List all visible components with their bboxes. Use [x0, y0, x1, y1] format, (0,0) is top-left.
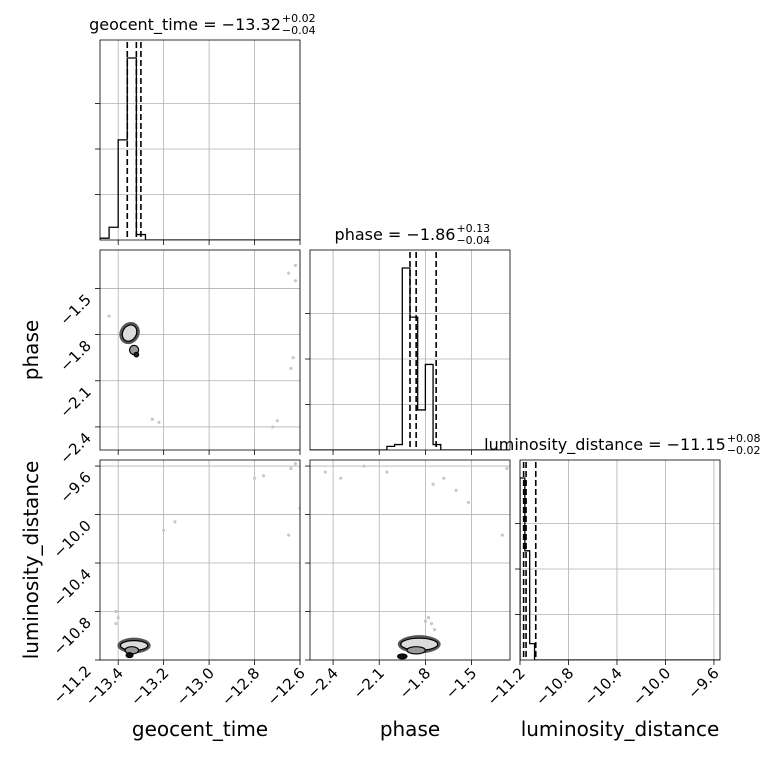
title-error-plus: +0.08 — [727, 432, 760, 445]
density-outlier-point — [162, 528, 166, 532]
density-contour-level-1 — [406, 646, 426, 655]
density-outlier-point — [114, 609, 118, 614]
density-outlier-point — [157, 420, 161, 424]
histogram-luminosity_distance — [520, 477, 720, 660]
title-error-minus: −0.02 — [727, 444, 760, 457]
y-axis-label-luminosity_distance: luminosity_distance — [19, 461, 43, 660]
x-tick-label: −10.4 — [581, 664, 626, 709]
y-tick-label: −1.8 — [56, 337, 94, 375]
x-tick-label: −12.6 — [264, 664, 309, 709]
x-axis-label-geocent_time: geocent_time — [132, 717, 268, 741]
title-phase: phase = −1.86 +0.13−0.04 — [335, 222, 491, 247]
panel-frame — [309, 249, 511, 451]
title-error-plus: +0.13 — [456, 222, 490, 235]
x-axis-label-luminosity_distance: luminosity_distance — [521, 717, 720, 741]
density-outlier-point — [431, 482, 435, 486]
density-outlier-point — [500, 533, 504, 537]
title-geocent_time: geocent_time = −13.32 +0.02−0.04 — [89, 12, 316, 37]
density-outlier-point — [173, 520, 177, 524]
density-outlier-point — [362, 464, 366, 468]
panel-phase-hist — [305, 249, 511, 455]
density-group — [323, 464, 509, 660]
density-outlier-point — [429, 622, 434, 626]
density-outlier-point — [293, 279, 298, 283]
panel-frame — [519, 459, 721, 661]
panel-frame — [99, 39, 301, 241]
x-tick-label: −13.0 — [173, 664, 218, 709]
title-main-text: phase = −1.86 — [335, 225, 456, 244]
x-tick-label: −1.5 — [442, 664, 480, 702]
x-tick-label: −2.4 — [303, 664, 341, 702]
x-tick-label: −13.2 — [127, 664, 172, 709]
density-outlier-point — [426, 615, 431, 620]
density-outlier-point — [323, 470, 327, 474]
y-tick-label: −2.1 — [56, 383, 94, 421]
panel-geocent_time-vs-luminosity_distance: −13.4 −13.2 −13.0 −12.8 −12.6geocent_time−11… — [19, 459, 309, 741]
x-tick-label: −10.8 — [532, 664, 577, 709]
histogram-geocent_time — [100, 57, 300, 240]
density-outlier-point — [293, 462, 298, 466]
density-outlier-point — [505, 466, 509, 471]
density-outlier-point — [339, 476, 343, 480]
density-outlier-point — [275, 419, 279, 423]
x-axis-label-phase: phase — [380, 717, 440, 741]
title-error-plus: +0.02 — [282, 12, 316, 25]
density-outlier-point — [287, 271, 291, 275]
panel-geocent_time-vs-phase: −2.4 −2.1 −1.8 −1.5 phase — [19, 249, 301, 468]
histogram-phase — [310, 267, 510, 450]
y-tick-label: −9.6 — [56, 468, 94, 506]
y-tick-label: −1.5 — [56, 291, 94, 329]
density-outlier-point — [252, 476, 257, 480]
density-outlier-point — [293, 263, 298, 267]
density-outlier-point — [385, 470, 389, 474]
density-contour-level-2 — [133, 351, 140, 358]
density-outlier-point — [287, 533, 291, 537]
density-outlier-point — [116, 615, 120, 620]
title-luminosity_distance: luminosity_distance = −11.15 +0.08−0.02 — [484, 432, 760, 457]
density-outlier-point — [442, 476, 446, 480]
density-outlier-point — [289, 466, 293, 471]
density-outlier-point — [262, 474, 266, 478]
density-outlier-point — [454, 488, 458, 492]
y-tick-label: −10.0 — [50, 517, 95, 562]
density-outlier-point — [423, 619, 427, 623]
title-main-text: luminosity_distance = −11.15 — [484, 435, 726, 455]
title-error-minus: −0.04 — [282, 24, 316, 37]
panel-geocent_time-hist — [95, 39, 301, 245]
x-tick-label: −11.2 — [484, 664, 529, 709]
x-tick-label: −1.8 — [396, 664, 434, 702]
panel-frame — [99, 249, 301, 451]
x-tick-label: −2.1 — [350, 664, 388, 702]
y-axis-label-phase: phase — [19, 320, 43, 380]
density-outlier-point — [433, 628, 437, 632]
density-contour-level-0 — [121, 324, 138, 342]
density-outlier-point — [291, 356, 295, 360]
density-group — [107, 263, 298, 429]
panel-frame — [99, 459, 301, 661]
y-tick-label: −2.4 — [56, 429, 94, 467]
title-main-text: geocent_time = −13.32 — [89, 15, 281, 35]
x-tick-label: −9.6 — [684, 664, 722, 702]
density-group — [114, 462, 300, 659]
x-tick-label: −10.0 — [629, 664, 674, 709]
y-tick-label: −10.4 — [50, 565, 95, 610]
density-outlier-point — [289, 366, 293, 371]
density-contour-level-2 — [125, 652, 134, 659]
density-outlier-point — [271, 425, 275, 429]
y-tick-label: −10.8 — [50, 614, 95, 659]
title-error-minus: −0.04 — [456, 234, 490, 247]
density-outlier-point — [114, 622, 118, 626]
x-tick-label: −12.8 — [218, 664, 263, 709]
density-contour-level-2 — [397, 653, 408, 660]
density-outlier-point — [466, 500, 471, 505]
panel-frame — [309, 459, 511, 661]
panel-luminosity_distance-hist: −11.2 −10.8 −10.4 −10.0 −9.6 luminosity_dista… — [484, 459, 723, 741]
density-outlier-point — [107, 314, 111, 318]
density-outlier-point — [150, 417, 154, 421]
